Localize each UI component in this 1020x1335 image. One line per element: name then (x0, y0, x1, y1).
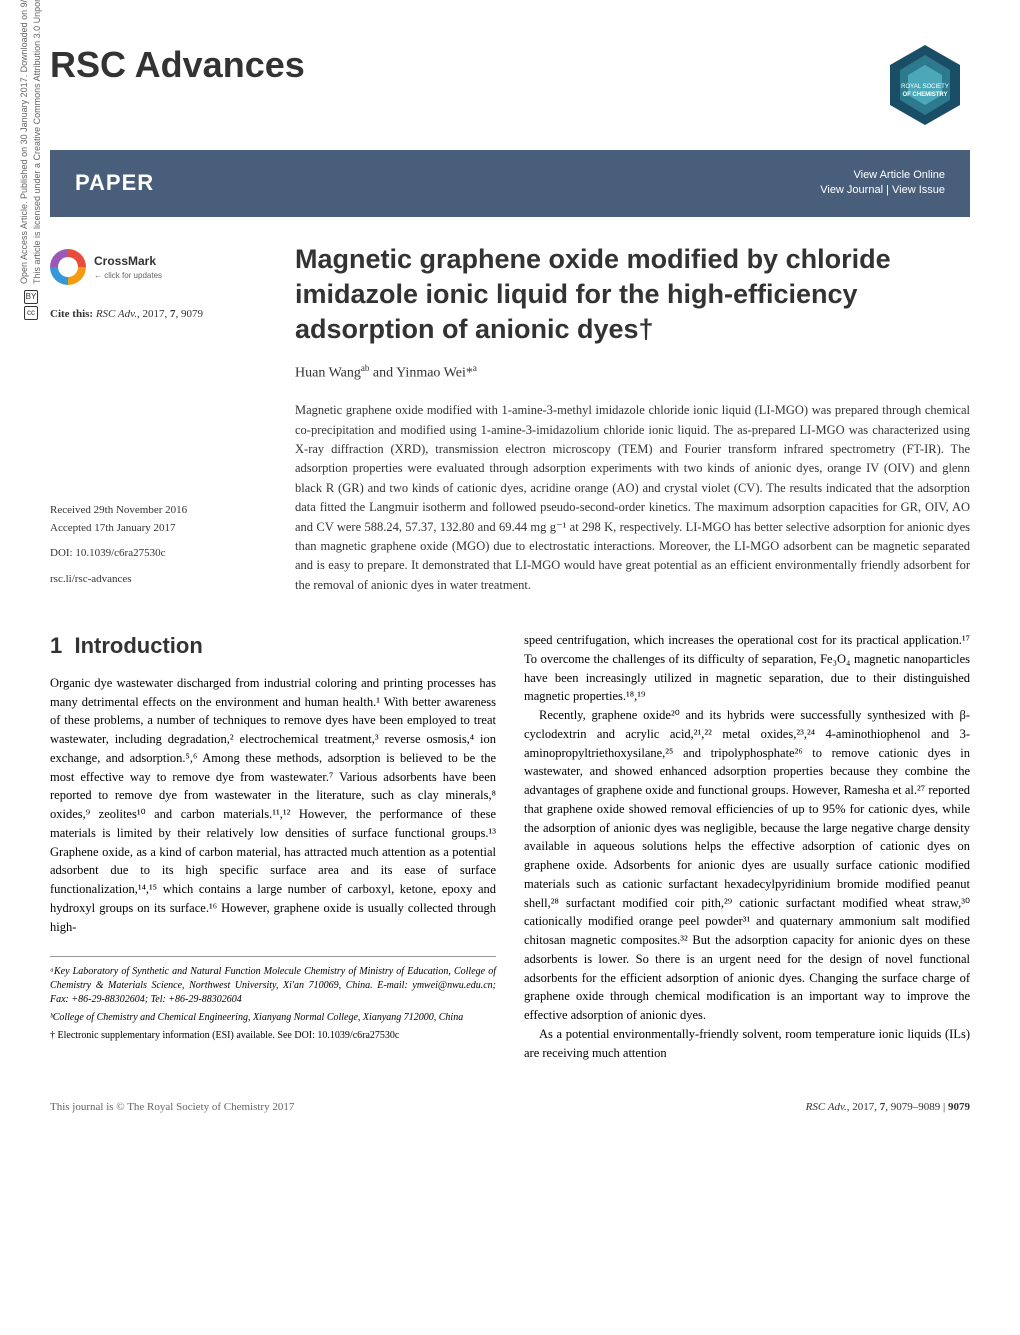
cite-year: , 2017, (137, 308, 170, 320)
body-paragraph-3: Recently, graphene oxide²⁰ and its hybri… (524, 706, 970, 1025)
footer-pages: , 9079–9089 | (885, 1101, 948, 1113)
body-paragraph-1: Organic dye wastewater discharged from i… (50, 674, 496, 937)
author-1: Huan Wang (295, 366, 361, 381)
footnote-a: ᵃKey Laboratory of Synthetic and Natural… (50, 965, 496, 1007)
paper-banner: PAPER View Article Online View Journal |… (50, 150, 970, 217)
doi-text: DOI: 10.1039/c6ra27530c (50, 545, 265, 563)
svg-text:ROYAL SOCIETY: ROYAL SOCIETY (901, 84, 949, 90)
view-journal-link[interactable]: View Journal (820, 184, 883, 196)
crossmark-sub: ← click for updates (94, 270, 162, 281)
by-icon: BY (24, 290, 38, 304)
paper-label: PAPER (75, 168, 154, 199)
journal-title: RSC Advances (50, 40, 305, 90)
footer-citation: RSC Adv., 2017, 7, 9079–9089 | 9079 (806, 1100, 970, 1115)
open-access-sidebar: cc BY Open Access Article. Published on … (18, 0, 43, 320)
cc-icon: cc (24, 306, 38, 320)
footer-year: , 2017, (847, 1101, 880, 1113)
crossmark-badge[interactable]: CrossMark ← click for updates (50, 242, 170, 292)
view-issue-link[interactable]: View Issue (892, 184, 945, 196)
crossmark-icon (50, 249, 86, 285)
rsc-link[interactable]: rsc.li/rsc-advances (50, 571, 265, 589)
cc-badge-icon: cc BY (24, 290, 38, 320)
footer-copyright: This journal is © The Royal Society of C… (50, 1100, 294, 1115)
section-number: 1 (50, 633, 62, 658)
crossmark-text: CrossMark ← click for updates (94, 253, 162, 281)
article-title: Magnetic graphene oxide modified by chlo… (295, 242, 970, 347)
access-line-1: Open Access Article. Published on 30 Jan… (19, 0, 29, 284)
author-and: and Yinmao Wei* (369, 366, 472, 381)
abstract-text: Magnetic graphene oxide modified with 1-… (295, 401, 970, 595)
footnote-b: ᵇCollege of Chemistry and Chemical Engin… (50, 1011, 496, 1025)
dates-block: Received 29th November 2016 Accepted 17t… (50, 502, 265, 588)
cite-page: , 9079 (175, 308, 203, 320)
footnotes-block: ᵃKey Laboratory of Synthetic and Natural… (50, 956, 496, 1043)
view-article-link[interactable]: View Article Online (853, 169, 945, 181)
left-metadata-column: CrossMark ← click for updates Cite this:… (50, 242, 265, 595)
footnote-esi: † Electronic supplementary information (… (50, 1029, 496, 1043)
page-container: cc BY Open Access Article. Published on … (0, 0, 1020, 1146)
body-paragraph-4: As a potential environmentally-friendly … (524, 1025, 970, 1063)
footer-journal: RSC Adv. (806, 1101, 847, 1113)
svg-text:OF CHEMISTRY: OF CHEMISTRY (902, 92, 947, 98)
main-content: CrossMark ← click for updates Cite this:… (50, 242, 970, 595)
body-section: 1 Introduction Organic dye wastewater di… (50, 630, 970, 1062)
banner-links: View Article Online View Journal | View … (820, 168, 945, 199)
right-article-column: Magnetic graphene oxide modified by chlo… (295, 242, 970, 595)
section-title: Introduction (74, 633, 202, 658)
page-footer: This journal is © The Royal Society of C… (50, 1092, 970, 1115)
access-line-2: This article is licensed under a Creativ… (32, 0, 42, 284)
cite-journal: RSC Adv. (96, 308, 137, 320)
crossmark-main: CrossMark (94, 253, 162, 270)
publisher-logo-icon: ROYAL SOCIETY OF CHEMISTRY (880, 40, 970, 130)
body-paragraph-2: speed centrifugation, which increases th… (524, 631, 970, 706)
journal-header: RSC Advances ROYAL SOCIETY OF CHEMISTRY (50, 40, 970, 130)
received-date: Received 29th November 2016 (50, 502, 265, 520)
accepted-date: Accepted 17th January 2017 (50, 520, 265, 538)
author-list: Huan Wangab and Yinmao Wei*a (295, 362, 970, 383)
section-heading: 1 Introduction (50, 631, 496, 662)
author-2-affil: a (473, 363, 477, 373)
footer-page-num: 9079 (948, 1101, 970, 1113)
cite-prefix: Cite this: (50, 308, 96, 320)
citation-text: Cite this: RSC Adv., 2017, 7, 9079 (50, 307, 265, 322)
